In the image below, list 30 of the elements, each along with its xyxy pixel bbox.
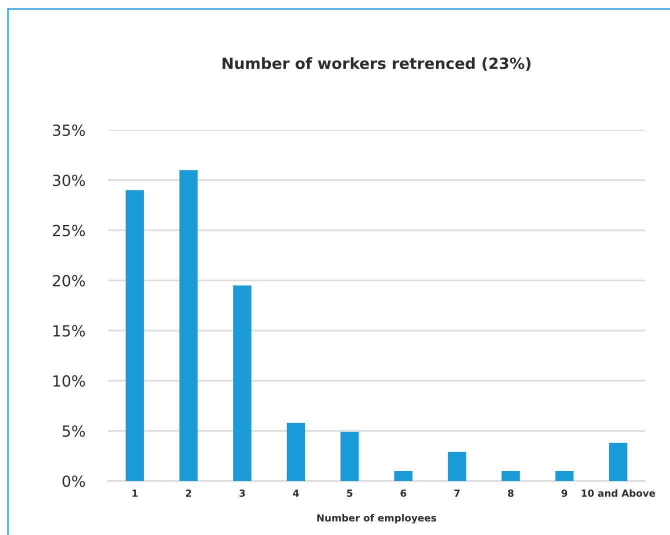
bar: [286, 422, 306, 481]
x-tick-label: 3: [240, 490, 245, 497]
x-tick-label: 4: [293, 490, 299, 497]
y-tick-label: 20%: [52, 274, 85, 286]
chart-title: Number of workers retrenced (23%): [222, 57, 530, 71]
x-tick-label: 7: [454, 490, 460, 497]
x-tick-label: 9: [562, 490, 568, 497]
bar: [502, 470, 520, 481]
x-tick-label: 10 and Above: [582, 489, 656, 497]
y-tick-label: 0%: [62, 475, 85, 488]
bar: [340, 432, 359, 481]
x-tick-label: 2: [186, 490, 192, 497]
bar: [233, 285, 252, 481]
y-tick-label: 15%: [54, 325, 85, 337]
bar: [394, 470, 412, 481]
y-tick-label: 35%: [52, 124, 85, 136]
bar: [609, 442, 628, 481]
y-tick-label: 25%: [52, 224, 85, 236]
bar: [179, 170, 198, 481]
x-tick-label: 1: [132, 490, 138, 497]
y-tick-label: 30%: [52, 174, 85, 186]
y-tick-label: 10%: [54, 375, 85, 387]
x-axis-title: Number of employees: [317, 514, 436, 524]
x-tick-label: 8: [508, 490, 514, 497]
y-tick-label: 5%: [62, 425, 85, 437]
bar: [555, 470, 574, 481]
x-tick-label: 6: [400, 490, 406, 497]
bar: [448, 452, 466, 481]
x-tick-label: 5: [347, 490, 352, 497]
bar: [126, 190, 144, 481]
